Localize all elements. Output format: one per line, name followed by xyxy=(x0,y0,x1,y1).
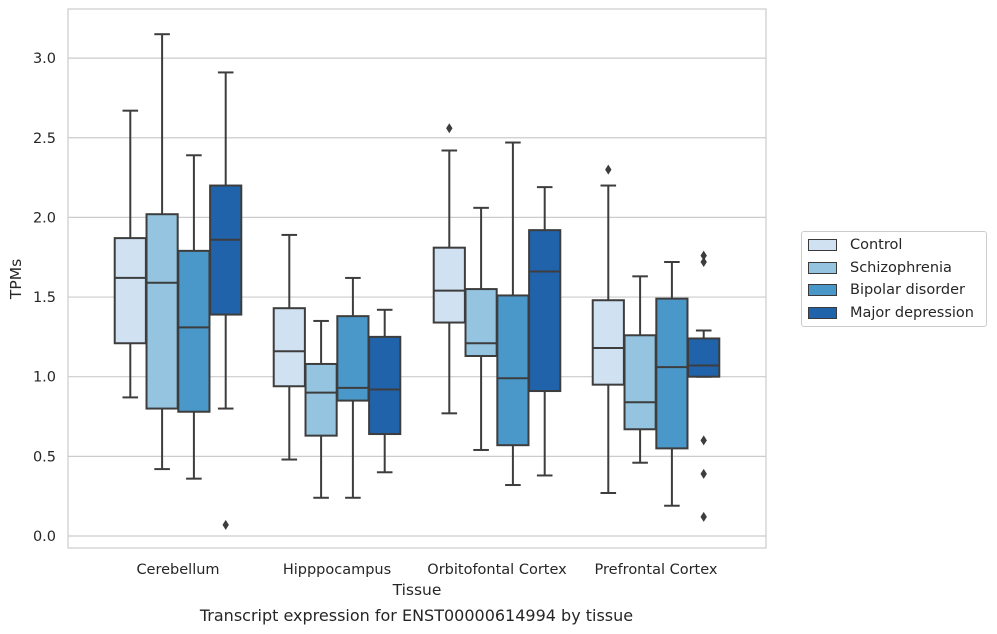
y-axis-label: TPMs xyxy=(7,259,25,300)
legend-item-major-depression: Major depression xyxy=(808,304,974,322)
box-iqr xyxy=(336,315,370,402)
outlier-point xyxy=(700,468,707,479)
figure-caption: Transcript expression for ENST0000061499… xyxy=(199,606,634,625)
x-tick-label: Hipppocampus xyxy=(283,562,391,578)
box-schizophrenia xyxy=(623,275,657,464)
box-iqr xyxy=(113,237,147,345)
legend-label-schizophrenia: Schizophrenia xyxy=(850,260,952,276)
box-bipolar-disorder xyxy=(336,276,370,499)
legend-swatch-bipolar-disorder xyxy=(808,284,837,296)
box-control xyxy=(272,233,306,461)
box-bipolar-disorder xyxy=(177,154,211,480)
box-iqr xyxy=(623,334,657,431)
legend-label-control: Control xyxy=(850,237,903,253)
box-iqr xyxy=(272,307,306,388)
legend-item-control: Control xyxy=(808,236,902,254)
outlier-point xyxy=(222,519,229,530)
box-schizophrenia xyxy=(145,33,179,471)
y-gridlines xyxy=(68,57,766,537)
y-tick-label: 0.5 xyxy=(33,449,56,465)
box-iqr xyxy=(528,229,562,393)
x-tick-label: Cerebellum xyxy=(136,562,219,578)
legend-item-bipolar-disorder: Bipolar disorder xyxy=(808,281,965,299)
box-iqr xyxy=(145,213,179,410)
y-tick-label: 3.0 xyxy=(33,51,56,67)
legend-label-bipolar-disorder: Bipolar disorder xyxy=(850,282,965,298)
x-tick-label: Prefrontal Cortex xyxy=(595,562,718,578)
y-tick-label: 2.0 xyxy=(33,210,56,226)
box-iqr xyxy=(209,184,243,316)
y-tick-label: 0.0 xyxy=(33,529,56,545)
legend-swatch-schizophrenia xyxy=(808,262,837,274)
outlier-point xyxy=(700,257,707,268)
boxes xyxy=(113,33,721,530)
box-major-depression xyxy=(209,71,243,530)
legend-label-major-depression: Major depression xyxy=(850,305,974,321)
y-tick-label: 2.5 xyxy=(33,131,56,147)
outlier-point xyxy=(700,250,707,261)
box-iqr xyxy=(432,246,466,324)
outlier-point xyxy=(446,123,453,134)
box-iqr xyxy=(655,297,689,450)
legend: Control Schizophrenia Bipolar disorder M… xyxy=(801,231,987,327)
legend-swatch-control xyxy=(808,239,837,251)
x-axis-label: Tissue xyxy=(392,581,442,599)
box-iqr xyxy=(368,335,402,436)
box-iqr xyxy=(177,249,211,413)
box-iqr xyxy=(464,288,498,357)
box-iqr xyxy=(496,294,530,447)
outlier-point xyxy=(700,511,707,522)
box-iqr xyxy=(687,337,721,378)
y-tick-label: 1.5 xyxy=(33,290,56,306)
x-tick-label: Orbitofontal Cortex xyxy=(427,562,567,578)
box-major-depression xyxy=(687,250,721,522)
box-schizophrenia xyxy=(464,206,498,451)
y-tick-label: 1.0 xyxy=(33,370,56,386)
legend-item-schizophrenia: Schizophrenia xyxy=(808,259,952,277)
legend-swatch-major-depression xyxy=(808,307,837,319)
y-tick-labels: 0.0 0.5 1.0 1.5 2.0 2.5 3.0 xyxy=(33,51,56,545)
outlier-point xyxy=(605,164,612,175)
x-tick-labels: Cerebellum Hipppocampus Orbitofontal Corte… xyxy=(136,562,717,578)
box-iqr xyxy=(304,362,338,437)
box-major-depression xyxy=(368,308,402,474)
box-iqr xyxy=(591,299,625,386)
box-control xyxy=(432,123,466,415)
box-major-depression xyxy=(528,186,562,477)
box-bipolar-disorder xyxy=(496,141,530,487)
outlier-point xyxy=(700,435,707,446)
box-bipolar-disorder xyxy=(655,261,689,507)
